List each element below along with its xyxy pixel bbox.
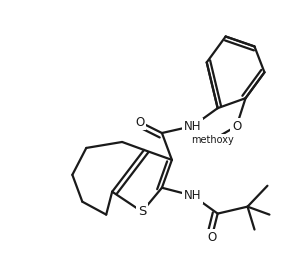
Text: NH: NH <box>184 189 202 202</box>
Text: O: O <box>135 116 145 129</box>
Text: S: S <box>138 205 146 218</box>
Text: NH: NH <box>184 119 202 133</box>
Text: methoxy: methoxy <box>191 135 234 145</box>
Text: O: O <box>207 231 216 244</box>
Text: O: O <box>232 119 241 133</box>
